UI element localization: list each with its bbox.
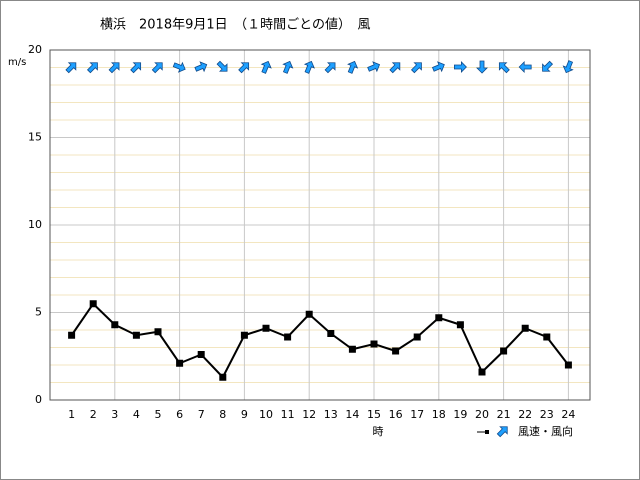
y-tick-label: 20 bbox=[28, 43, 42, 56]
point bbox=[413, 333, 421, 341]
x-tick-label: 17 bbox=[410, 408, 424, 421]
y-tick-label: 0 bbox=[35, 393, 42, 406]
wind-arrow bbox=[216, 60, 228, 72]
plot-frame bbox=[49, 49, 591, 401]
point bbox=[284, 333, 292, 341]
x-tick-label: 3 bbox=[111, 408, 118, 421]
point bbox=[154, 328, 162, 336]
x-tick-label: 18 bbox=[432, 408, 446, 421]
x-tick-label: 23 bbox=[540, 408, 554, 421]
wind-arrow bbox=[347, 60, 359, 74]
x-tick-label: 15 bbox=[367, 408, 381, 421]
legend-label: 風速・風向 bbox=[518, 424, 573, 438]
wind-arrow bbox=[476, 60, 488, 74]
legend-point bbox=[485, 430, 489, 434]
wind-arrow bbox=[542, 60, 554, 72]
wind-arrow bbox=[389, 62, 401, 74]
wind-arrow bbox=[410, 62, 422, 74]
wind-arrow bbox=[324, 62, 336, 74]
x-tick-label: 9 bbox=[241, 408, 248, 421]
x-tick-label: 2 bbox=[90, 408, 97, 421]
point bbox=[132, 331, 140, 339]
line bbox=[70, 302, 570, 379]
wind-arrow bbox=[367, 61, 381, 73]
wind-arrow bbox=[518, 61, 532, 73]
wind-arrow bbox=[108, 62, 120, 74]
point bbox=[348, 345, 356, 353]
wind-arrow bbox=[453, 61, 467, 73]
point bbox=[435, 314, 443, 322]
x-tick-label: 19 bbox=[453, 408, 467, 421]
wind-arrow bbox=[194, 61, 208, 73]
x-tick-label: 21 bbox=[497, 408, 511, 421]
point bbox=[176, 359, 184, 367]
x-tick-label: 6 bbox=[176, 408, 183, 421]
wind-arrow bbox=[86, 62, 98, 74]
x-tick-label: 1 bbox=[68, 408, 75, 421]
x-tick-label: 8 bbox=[219, 408, 226, 421]
wind-arrow bbox=[562, 60, 574, 74]
wind-arrow bbox=[282, 60, 294, 74]
point bbox=[89, 300, 97, 308]
wind-arrow bbox=[151, 62, 163, 74]
y-unit: m/s bbox=[8, 57, 26, 68]
point bbox=[240, 331, 248, 339]
point bbox=[392, 347, 400, 355]
chart-title: 横浜 2018年9月1日 （１時間ごとの値） 風 bbox=[100, 17, 371, 33]
y-tick-label: 10 bbox=[28, 218, 42, 231]
wind-arrow bbox=[172, 61, 186, 73]
x-label: 時 bbox=[373, 425, 384, 438]
point bbox=[68, 331, 76, 339]
wind-arrow bbox=[498, 62, 510, 74]
point bbox=[111, 321, 119, 329]
x-tick-label: 7 bbox=[198, 408, 205, 421]
point bbox=[500, 347, 508, 355]
y-tick-label: 5 bbox=[35, 306, 42, 319]
point bbox=[327, 330, 335, 337]
wind-arrow bbox=[260, 60, 272, 74]
y-tick-label: 15 bbox=[28, 131, 42, 144]
point bbox=[262, 324, 270, 332]
wind-arrow bbox=[303, 60, 315, 74]
point bbox=[456, 321, 464, 329]
point bbox=[564, 361, 572, 369]
point bbox=[219, 373, 227, 381]
x-tick-label: 16 bbox=[389, 408, 403, 421]
x-tick-label: 13 bbox=[324, 408, 338, 421]
point bbox=[521, 324, 529, 332]
x-tick-label: 14 bbox=[345, 408, 359, 421]
wind-arrow bbox=[65, 62, 77, 74]
x-tick-label: 12 bbox=[302, 408, 316, 421]
x-tick-label: 11 bbox=[281, 408, 295, 421]
point bbox=[478, 368, 486, 376]
x-tick-label: 10 bbox=[259, 408, 273, 421]
point bbox=[543, 333, 551, 341]
x-tick-label: 20 bbox=[475, 408, 489, 421]
x-tick-label: 4 bbox=[133, 408, 140, 421]
wind-arrow bbox=[130, 62, 142, 74]
point bbox=[197, 351, 205, 358]
legend-arrow bbox=[496, 426, 508, 438]
x-tick-label: 5 bbox=[155, 408, 162, 421]
wind-arrow bbox=[431, 61, 445, 73]
x-tick-label: 24 bbox=[561, 408, 575, 421]
x-tick-label: 22 bbox=[518, 408, 532, 421]
point bbox=[305, 310, 313, 318]
point bbox=[370, 340, 378, 348]
wind-arrow bbox=[238, 62, 250, 74]
